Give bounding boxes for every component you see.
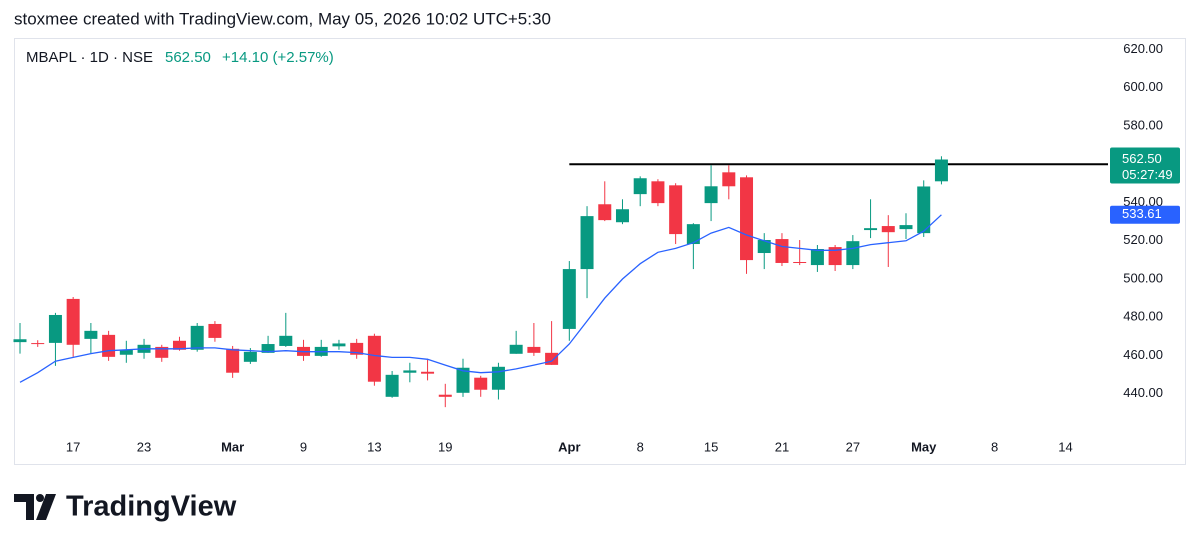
x-tick-label: 9 [300, 439, 307, 454]
ma-tag-label: 533.61 [1122, 206, 1162, 221]
candle-body [84, 330, 98, 339]
candle-body [757, 240, 771, 254]
candle-body [580, 216, 594, 270]
candle-body [155, 346, 169, 358]
ma-tag [1110, 205, 1180, 224]
candle-body [367, 335, 381, 382]
candle-body [846, 241, 860, 266]
candle-body [669, 185, 683, 235]
candle-body [793, 262, 807, 264]
candle-body [598, 204, 612, 221]
candle-body [474, 377, 488, 390]
candle-body [172, 340, 186, 350]
attribution: stoxmee created with TradingView.com, Ma… [14, 9, 551, 28]
candle-body [243, 351, 257, 362]
last-price-tag-label: 562.50 [1122, 151, 1162, 166]
candle-body [102, 334, 116, 357]
candle-body [899, 225, 913, 230]
y-tick-label: 480.00 [1123, 309, 1163, 324]
symbol: MBAPL · 1D · NSE [26, 49, 153, 66]
candle-body [491, 366, 505, 390]
y-tick-label: 520.00 [1123, 232, 1163, 247]
y-tick-label: 540.00 [1123, 194, 1163, 209]
y-tick-label: 580.00 [1123, 117, 1163, 132]
candle-body [190, 325, 204, 350]
candle-body [456, 367, 470, 393]
x-tick-label: Apr [558, 439, 580, 454]
candle-body [119, 349, 133, 355]
candle-body [509, 344, 523, 354]
candle-body [740, 177, 754, 261]
candle-body [438, 394, 452, 397]
x-tick-label: 19 [438, 439, 452, 454]
candle-body [864, 228, 878, 231]
candle-body [828, 247, 842, 266]
chart-frame [14, 38, 1186, 465]
candle-body [722, 172, 736, 187]
candle-body [810, 249, 824, 266]
brand: TradingView [66, 491, 237, 523]
x-tick-label: 8 [991, 439, 998, 454]
candle-body [704, 186, 718, 204]
y-tick-label: 600.00 [1123, 79, 1163, 94]
candle-body [651, 181, 665, 204]
candle-body [385, 374, 399, 397]
candle-body [615, 209, 629, 223]
y-tick-label: 460.00 [1123, 347, 1163, 362]
x-tick-label: 15 [704, 439, 718, 454]
change: +14.10 (+2.57%) [222, 49, 334, 66]
candle-body [208, 323, 222, 338]
y-tick-label: 440.00 [1123, 385, 1163, 400]
candle-body [562, 269, 576, 329]
x-tick-label: 27 [846, 439, 860, 454]
y-tick-label: 620.00 [1123, 41, 1163, 56]
countdown: 05:27:49 [1122, 167, 1173, 182]
x-tick-label: 21 [775, 439, 789, 454]
candle-body [332, 343, 346, 347]
candle-body [403, 370, 417, 373]
last-price: 562.50 [165, 49, 211, 66]
x-tick-label: 8 [637, 439, 644, 454]
logo [14, 494, 56, 520]
candle-body [48, 314, 62, 343]
candle-body [261, 344, 275, 353]
x-tick-label: 14 [1058, 439, 1072, 454]
y-tick-label: 500.00 [1123, 270, 1163, 285]
candle-body [545, 352, 559, 365]
x-tick-label: May [911, 439, 937, 454]
moving-average [19, 214, 942, 383]
x-tick-label: 23 [137, 439, 151, 454]
candle-body [934, 159, 948, 182]
candle-body [350, 342, 364, 355]
candle-body [13, 339, 27, 343]
candle-body [775, 239, 789, 263]
candle-body [527, 346, 541, 353]
candle-body [881, 226, 895, 233]
candle-body [633, 178, 647, 195]
x-tick-label: Mar [221, 439, 244, 454]
candle-body [31, 343, 45, 345]
candle-body [279, 335, 293, 346]
x-tick-label: 13 [367, 439, 381, 454]
candle-body [226, 348, 240, 373]
candle-body [917, 186, 931, 234]
x-tick-label: 17 [66, 439, 80, 454]
candle-body [686, 224, 700, 245]
last-price-tag [1110, 147, 1180, 184]
candle-body [421, 371, 435, 374]
candle-body [66, 298, 80, 345]
